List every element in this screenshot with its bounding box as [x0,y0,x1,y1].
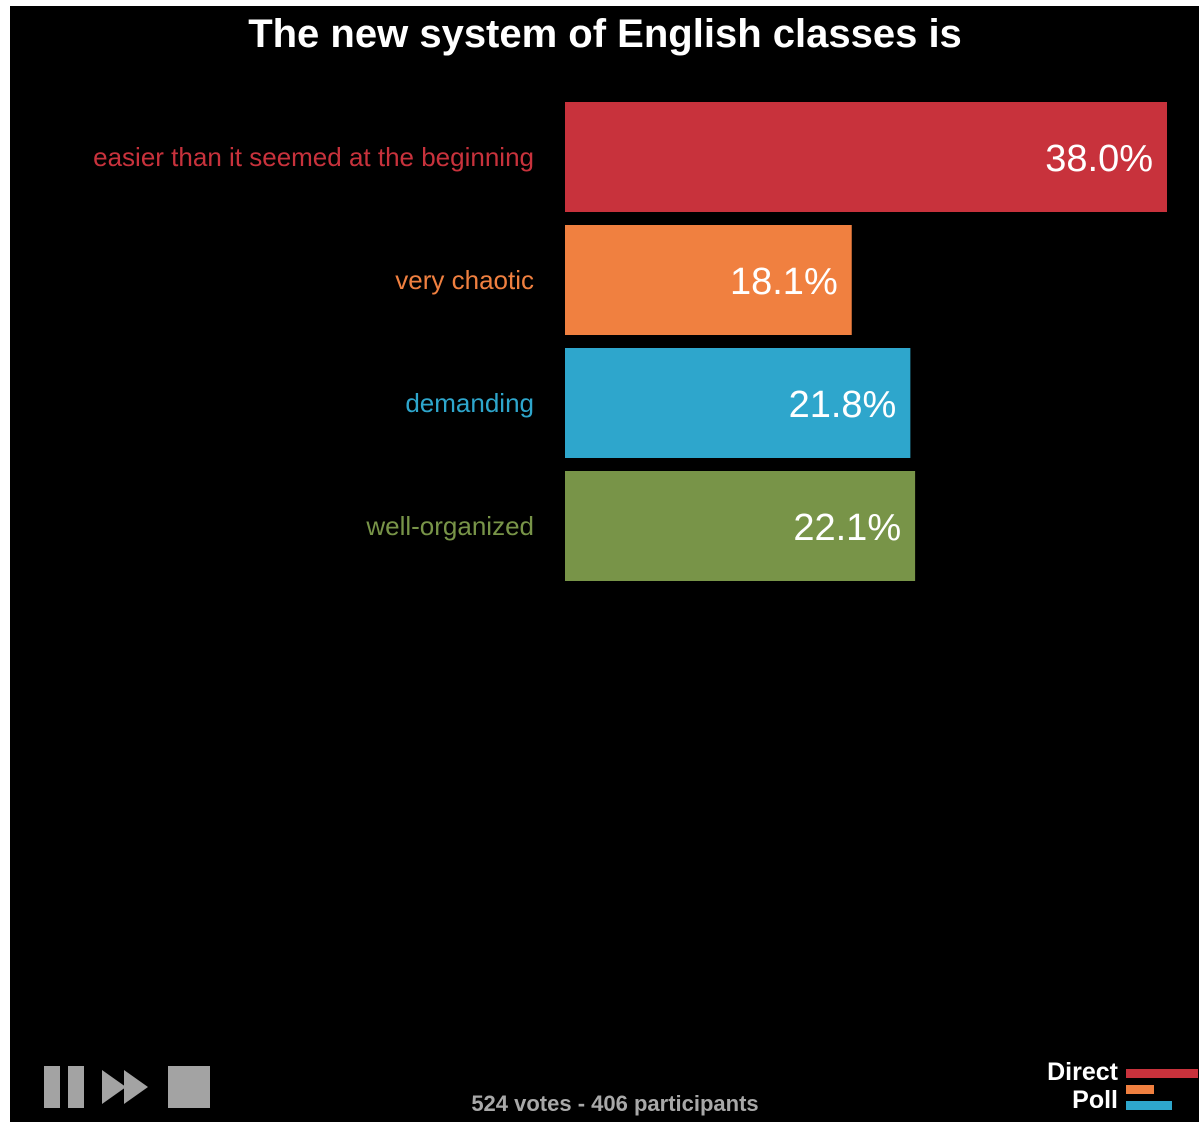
bar-value-label: 22.1% [793,507,901,549]
category-label: demanding [405,388,534,418]
bar [565,102,1167,212]
bar-value-label: 18.1% [730,261,838,303]
playback-controls [42,1064,212,1110]
logo-bar-blue [1126,1101,1172,1110]
bar-chart: easier than it seemed at the beginning 38… [93,102,1167,581]
bar [565,471,916,581]
bar [565,348,911,458]
chart-title: The new system of English classes is [248,12,962,56]
logo-text-direct: Direct [1047,1058,1118,1086]
directpoll-logo: Direct Poll [1036,1058,1198,1114]
logo-bar-orange [1126,1085,1154,1094]
logo-bar-red [1126,1069,1198,1078]
category-label: very chaotic [395,265,534,295]
logo-text-poll: Poll [1072,1086,1118,1114]
pause-icon[interactable] [42,1064,88,1110]
vote-summary: 524 votes - 406 participants [471,1091,759,1116]
bar [565,225,852,335]
bar-value-label: 21.8% [789,384,897,426]
bar-value-label: 38.0% [1045,138,1153,180]
category-label: easier than it seemed at the beginning [93,142,534,172]
fast-forward-icon[interactable] [102,1064,152,1110]
category-label: well-organized [365,511,534,541]
stop-icon[interactable] [166,1064,212,1110]
